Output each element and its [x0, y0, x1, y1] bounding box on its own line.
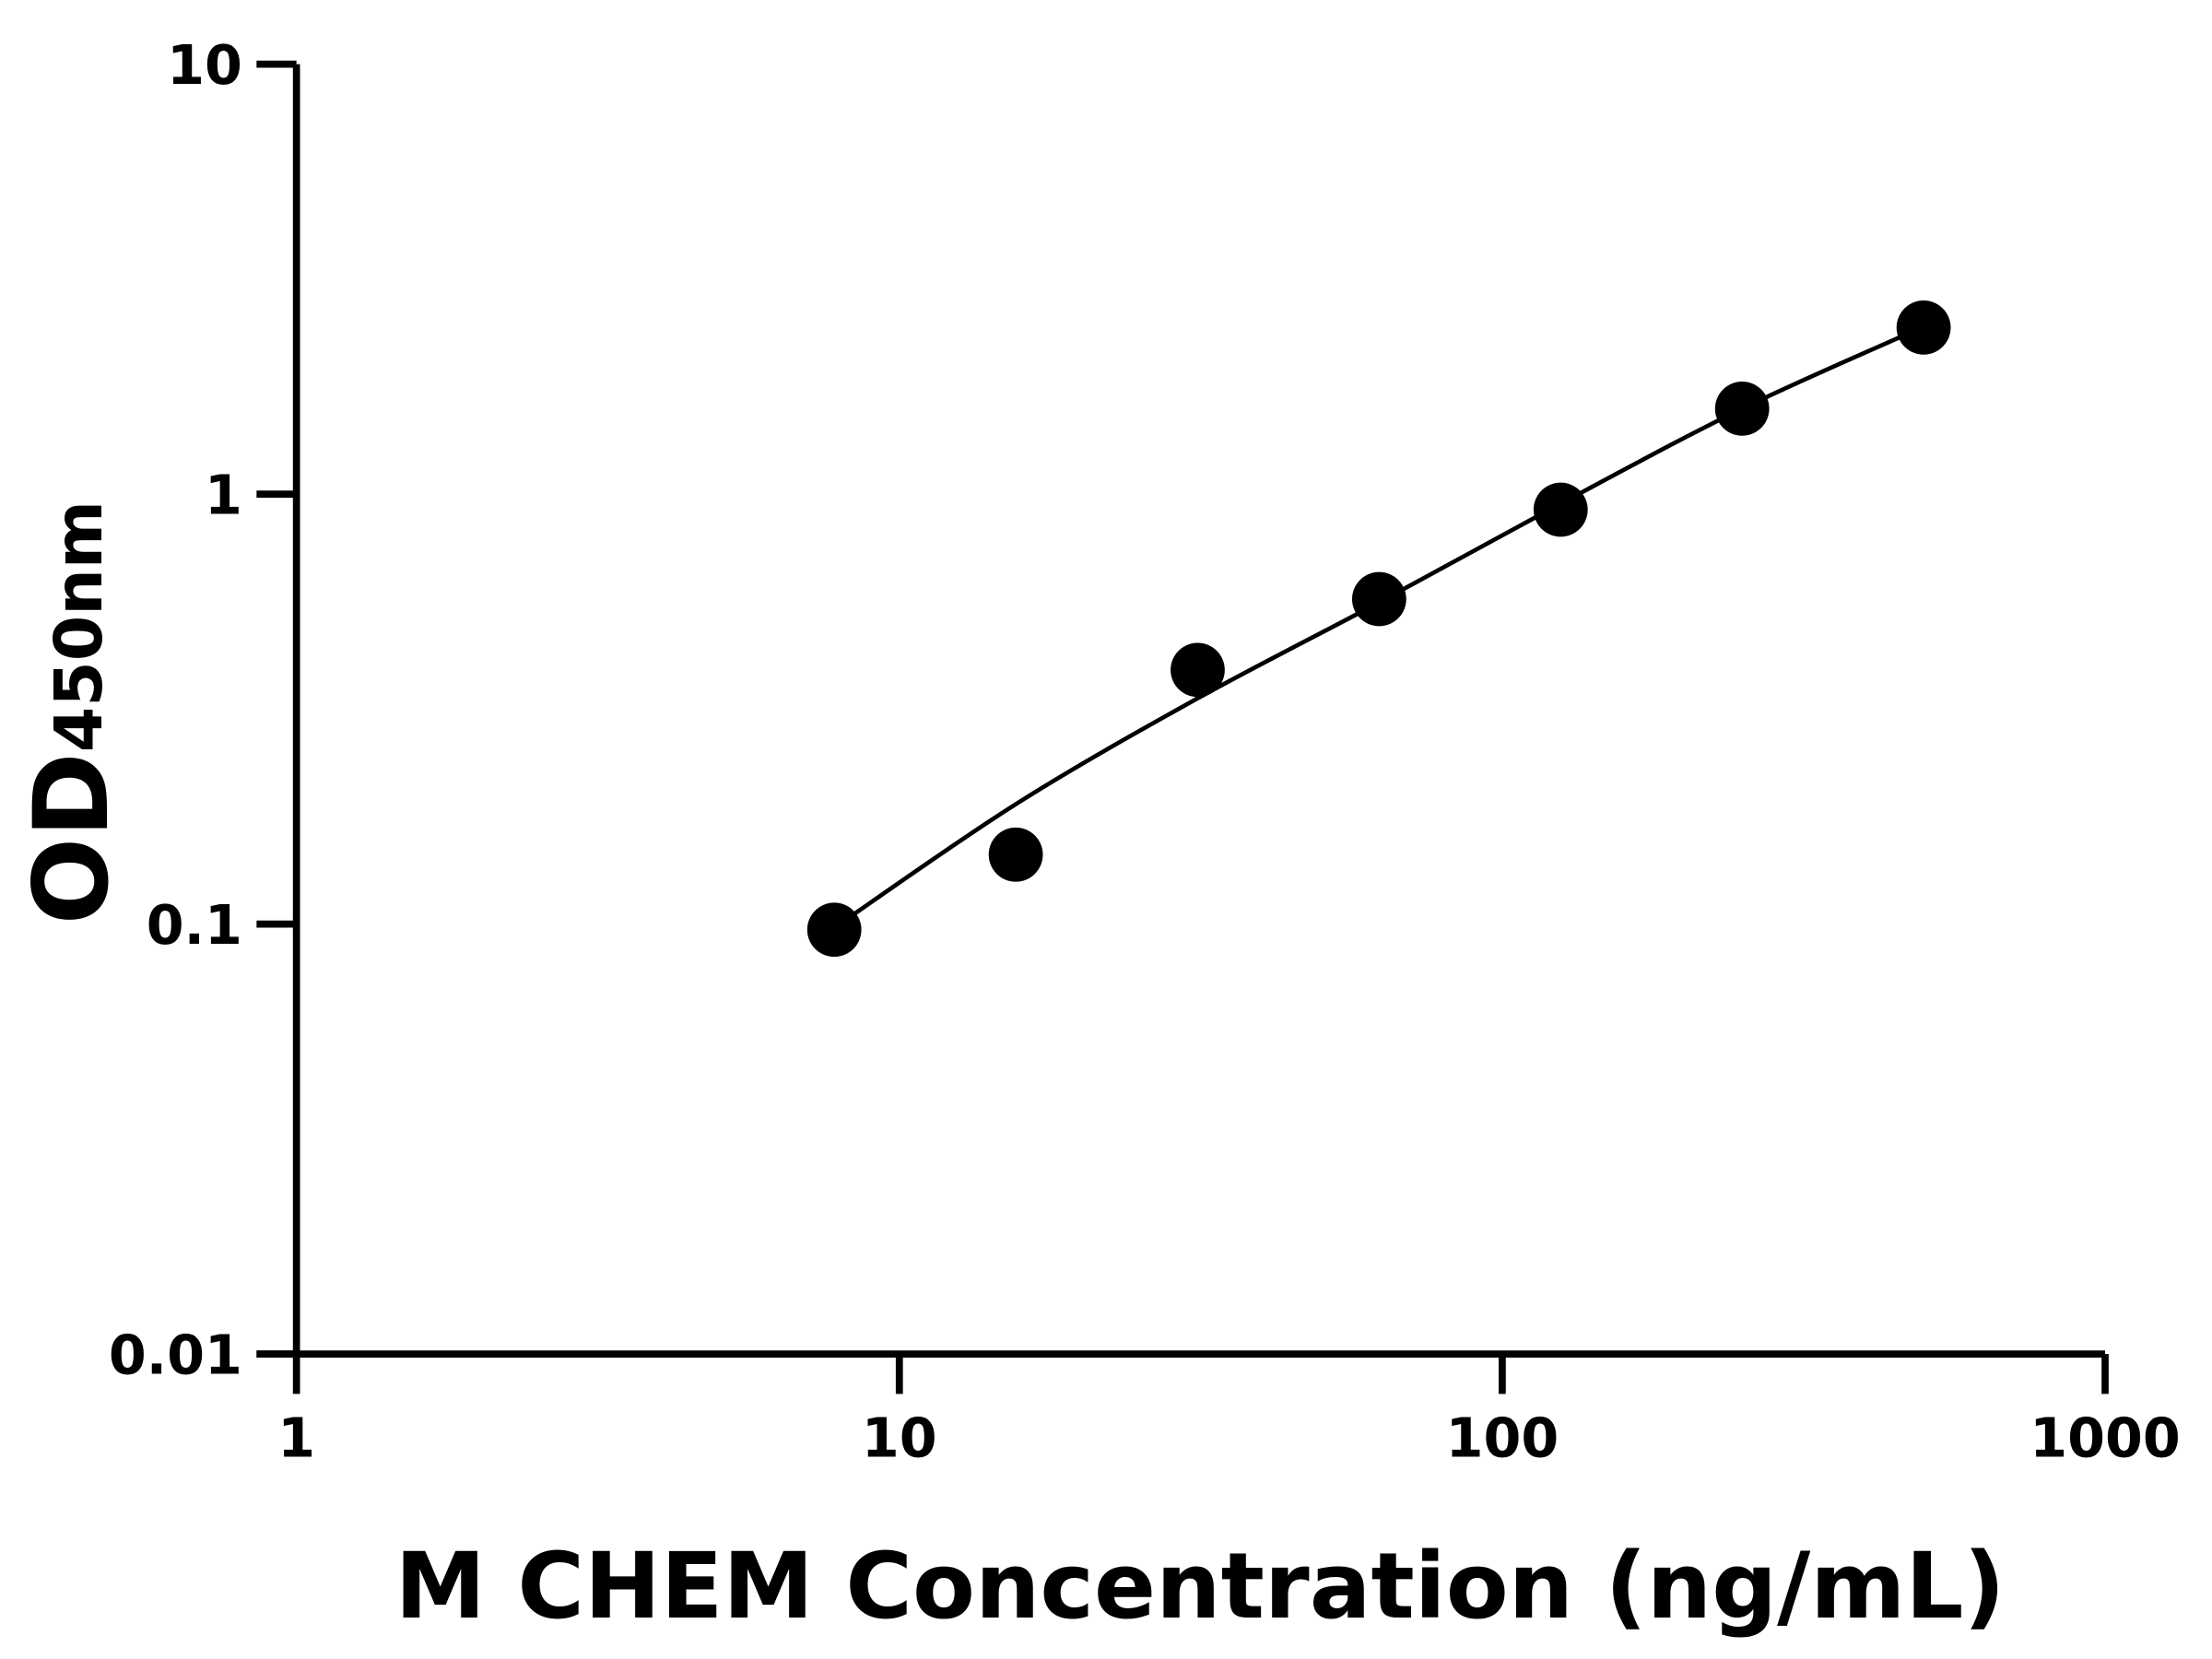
- data-point: [1171, 642, 1225, 698]
- y-axis-label-main: OD: [13, 752, 132, 924]
- y-tick-label: 0.1: [147, 893, 242, 957]
- data-point: [988, 827, 1043, 882]
- ticks: 1 10 100 1000 0.01 0.1 1 10: [109, 33, 2181, 1469]
- y-tick-label: 10: [167, 33, 242, 97]
- x-tick-label: 100: [1446, 1406, 1559, 1469]
- data-points: [806, 300, 1951, 958]
- data-point: [1896, 300, 1951, 355]
- data-point: [1533, 482, 1588, 537]
- axes: [256, 64, 2106, 1358]
- y-axis-label: OD450nm: [13, 500, 132, 924]
- x-tick-label: 1000: [2030, 1406, 2181, 1469]
- data-point: [806, 902, 862, 958]
- x-axis-label: M CHEM Concentration (ng/mL): [394, 1534, 2005, 1640]
- x-tick-label: 1: [277, 1406, 315, 1469]
- x-tick-label: 10: [862, 1406, 937, 1469]
- data-point: [1351, 571, 1406, 627]
- y-axis-label-subscript: 450nm: [41, 500, 117, 752]
- y-tick-label: 0.01: [109, 1324, 242, 1387]
- data-point: [1714, 382, 1770, 436]
- y-tick-label: 1: [205, 464, 242, 527]
